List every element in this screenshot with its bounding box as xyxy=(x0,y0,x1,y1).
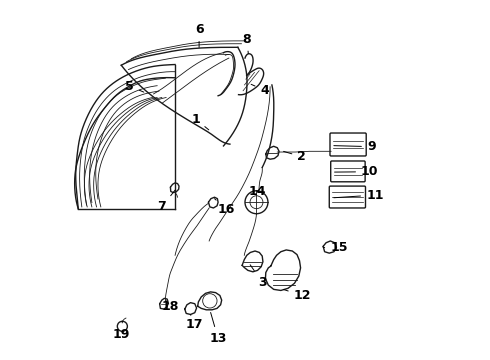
Text: 7: 7 xyxy=(157,190,175,213)
Text: 16: 16 xyxy=(215,199,235,216)
Text: 6: 6 xyxy=(195,23,203,48)
Text: 9: 9 xyxy=(334,140,375,153)
Text: 14: 14 xyxy=(249,185,266,198)
Text: 3: 3 xyxy=(250,265,267,289)
Text: 15: 15 xyxy=(323,241,348,254)
Text: 1: 1 xyxy=(191,113,209,130)
Text: 10: 10 xyxy=(335,165,379,178)
Text: 2: 2 xyxy=(284,150,306,163)
Text: 13: 13 xyxy=(209,312,227,345)
Text: 11: 11 xyxy=(334,189,384,202)
Text: 4: 4 xyxy=(251,84,269,97)
Text: 8: 8 xyxy=(243,32,251,54)
Text: 18: 18 xyxy=(162,300,179,313)
Text: 5: 5 xyxy=(125,80,144,93)
Text: 17: 17 xyxy=(186,315,203,331)
Text: 12: 12 xyxy=(284,289,311,302)
Text: 19: 19 xyxy=(113,321,130,341)
